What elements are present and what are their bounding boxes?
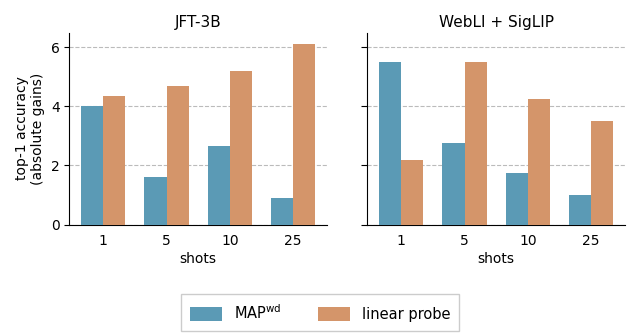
- Bar: [506, 173, 528, 224]
- Bar: [271, 198, 293, 224]
- Bar: [401, 159, 423, 224]
- Bar: [379, 62, 401, 224]
- Title: WebLI + SigLIP: WebLI + SigLIP: [438, 15, 554, 30]
- Bar: [293, 44, 316, 224]
- Bar: [81, 107, 103, 224]
- Y-axis label: top-1 accuracy
(absolute gains): top-1 accuracy (absolute gains): [15, 72, 45, 185]
- Bar: [103, 96, 125, 224]
- Bar: [208, 146, 230, 224]
- Bar: [166, 86, 189, 224]
- X-axis label: shots: shots: [180, 252, 217, 266]
- Bar: [465, 62, 486, 224]
- Bar: [230, 71, 252, 224]
- Bar: [442, 143, 465, 224]
- Bar: [569, 195, 591, 224]
- Bar: [528, 99, 550, 224]
- X-axis label: shots: shots: [477, 252, 515, 266]
- Title: JFT-3B: JFT-3B: [175, 15, 221, 30]
- Bar: [591, 121, 613, 224]
- Legend: MAP$^{\mathregular{wd}}$, linear probe: MAP$^{\mathregular{wd}}$, linear probe: [181, 294, 459, 331]
- Bar: [145, 177, 166, 224]
